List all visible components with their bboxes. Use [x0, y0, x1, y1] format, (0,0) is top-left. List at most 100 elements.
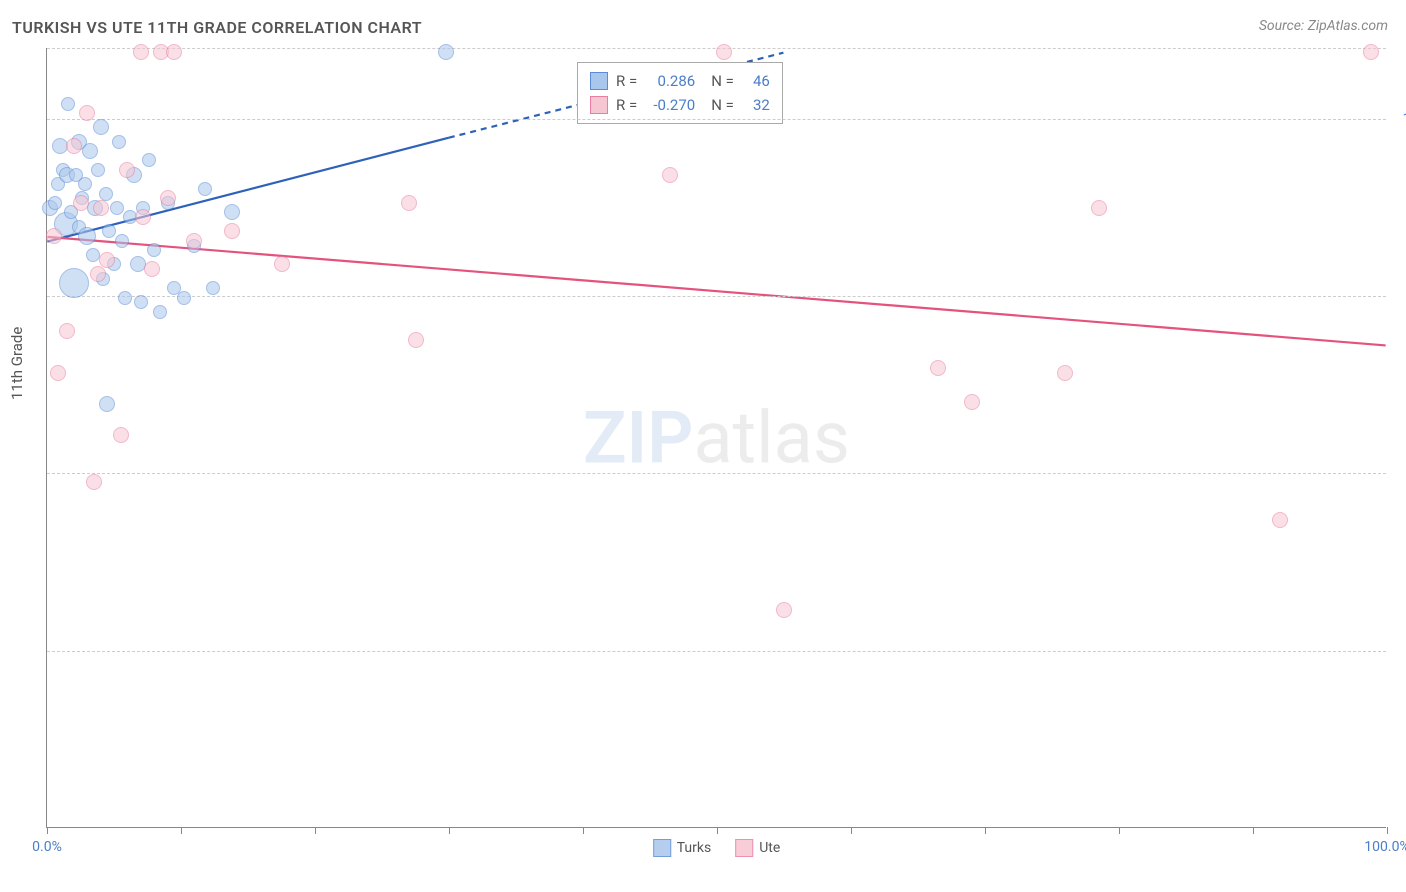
x-tick [583, 827, 584, 834]
scatter-point [147, 243, 161, 257]
r-value: 0.286 [645, 69, 695, 93]
scatter-point [112, 135, 126, 149]
scatter-point [153, 305, 167, 319]
source-attribution: Source: ZipAtlas.com [1259, 18, 1388, 34]
n-label: N = [711, 69, 734, 93]
x-tick [181, 827, 182, 834]
scatter-point [135, 209, 151, 225]
gridline-horizontal [47, 119, 1386, 120]
scatter-point [160, 190, 176, 206]
gridline-horizontal [47, 473, 1386, 474]
scatter-point [99, 187, 113, 201]
watermark: ZIPatlas [583, 395, 850, 480]
x-tick [851, 827, 852, 834]
scatter-point [206, 281, 220, 295]
scatter-point [1272, 512, 1288, 528]
scatter-point [964, 394, 980, 410]
scatter-point [177, 291, 191, 305]
trend-line [47, 237, 1385, 346]
scatter-point [113, 427, 129, 443]
scatter-point [662, 167, 678, 183]
x-tick [1119, 827, 1120, 834]
legend-item: Turks [653, 839, 712, 857]
scatter-point [82, 143, 98, 159]
legend-swatch [735, 839, 753, 857]
scatter-point [59, 323, 75, 339]
scatter-point [78, 177, 92, 191]
trend-lines-layer [47, 48, 1386, 827]
scatter-point [86, 474, 102, 490]
legend-item: Ute [735, 839, 780, 857]
scatter-point [776, 602, 792, 618]
y-tick-label: 92.5% [1396, 288, 1406, 304]
scatter-point [110, 201, 124, 215]
scatter-point [91, 163, 105, 177]
scatter-point [224, 204, 240, 220]
x-tick [449, 827, 450, 834]
x-tick [47, 827, 48, 834]
gridline-horizontal [47, 296, 1386, 297]
scatter-point [50, 365, 66, 381]
scatter-point [716, 44, 732, 60]
scatter-point [274, 256, 290, 272]
scatter-point [59, 268, 89, 298]
scatter-point [86, 248, 100, 262]
x-tick [315, 827, 316, 834]
y-axis-label: 11th Grade [8, 327, 26, 400]
chart-plot-area: ZIPatlas R =0.286N =46R =-0.270N =32 Tur… [46, 48, 1386, 828]
scatter-point [93, 119, 109, 135]
scatter-point [48, 196, 62, 210]
y-tick-label: 100.0% [1396, 111, 1406, 127]
r-label: R = [616, 93, 637, 117]
scatter-point [90, 266, 106, 282]
n-label: N = [711, 93, 734, 117]
scatter-point [99, 396, 115, 412]
x-tick-label: 0.0% [32, 839, 62, 855]
scatter-point [401, 195, 417, 211]
scatter-point [61, 97, 75, 111]
legend-swatch [590, 96, 608, 114]
chart-title: TURKISH VS UTE 11TH GRADE CORRELATION CH… [12, 18, 422, 37]
scatter-point [134, 295, 148, 309]
scatter-point [1091, 200, 1107, 216]
scatter-point [1363, 44, 1379, 60]
gridline-horizontal [47, 651, 1386, 652]
n-value: 46 [742, 69, 770, 93]
series-legend: Turks Ute [653, 839, 781, 857]
scatter-point [408, 332, 424, 348]
stats-legend-row: R = 0.286 N = 46 [590, 69, 770, 93]
x-tick [1253, 827, 1254, 834]
scatter-point [133, 44, 149, 60]
legend-label: Turks [677, 840, 712, 856]
scatter-point [66, 138, 82, 154]
stats-legend-row: R = -0.270 N = 32 [590, 93, 770, 117]
scatter-point [186, 233, 202, 249]
scatter-point [166, 44, 182, 60]
stats-legend-box: R = 0.286 N = 46 R = -0.270 N = 32 [577, 62, 783, 124]
scatter-point [46, 228, 62, 244]
scatter-point [119, 162, 135, 178]
scatter-point [78, 227, 96, 245]
r-value: -0.270 [645, 93, 695, 117]
scatter-point [118, 291, 132, 305]
scatter-point [198, 182, 212, 196]
scatter-point [224, 223, 240, 239]
scatter-point [99, 252, 115, 268]
scatter-point [1057, 365, 1073, 381]
n-value: 32 [742, 93, 770, 117]
x-tick [985, 827, 986, 834]
scatter-point [79, 105, 95, 121]
y-tick-label: 77.5% [1396, 643, 1406, 659]
legend-label: Ute [759, 840, 780, 856]
legend-swatch [590, 72, 608, 90]
scatter-point [102, 224, 116, 238]
scatter-point [438, 44, 454, 60]
scatter-point [73, 195, 89, 211]
y-tick-label: 85.0% [1396, 465, 1406, 481]
r-label: R = [616, 69, 637, 93]
scatter-point [115, 234, 129, 248]
x-tick [717, 827, 718, 834]
scatter-point [93, 200, 109, 216]
x-tick [1387, 827, 1388, 834]
scatter-point [142, 153, 156, 167]
